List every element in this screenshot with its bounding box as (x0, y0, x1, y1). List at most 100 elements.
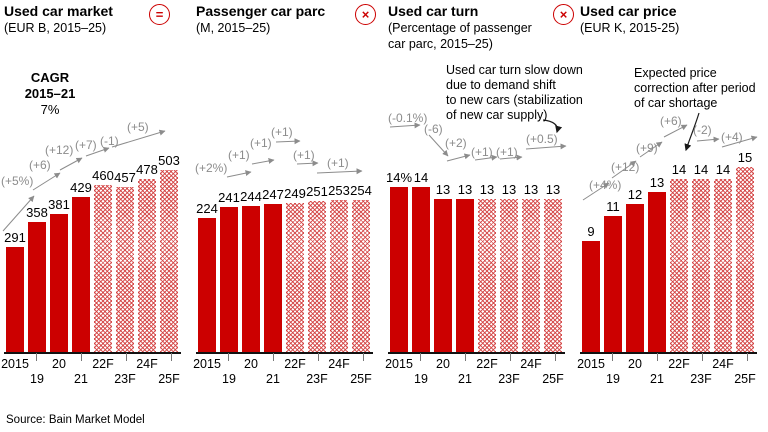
cagr-label: CAGR (30, 70, 70, 85)
c3-bar-25F (544, 199, 562, 352)
c4-bar-22F (670, 179, 688, 352)
chart4-title: Used car price (580, 3, 677, 19)
c2-x-label-24F: 24F (328, 357, 350, 371)
c2-bar-value-20: 244 (240, 189, 262, 204)
multiply-icon: × (355, 4, 376, 25)
c2-growth-label: (+1) (327, 156, 349, 170)
c3-growth-label: (+2) (445, 136, 467, 150)
c4-bar-23F (692, 179, 710, 352)
annotation-line: to new cars (stabilization (446, 93, 583, 107)
c4-growth-label: (+9) (636, 141, 658, 155)
cagr-period: 2015–21 (24, 86, 76, 101)
chart1-header: Used car market (EUR B, 2015–25) (4, 3, 164, 36)
c1-growth-arrow (59, 157, 83, 171)
c1-growth-label: (+5%) (1, 174, 34, 188)
c2-bar-21 (264, 204, 282, 352)
c1-bar-20 (50, 214, 68, 352)
c2-bar-value-2015: 224 (196, 201, 218, 216)
annotation-line: Used car turn slow down (446, 63, 583, 77)
c3-x-label-25F: 25F (542, 372, 564, 386)
cagr-value: 7% (40, 102, 60, 117)
c3-growth-label: (+1) (471, 145, 493, 159)
c2-x-label-25F: 25F (350, 372, 372, 386)
c1-axis-tick (36, 353, 37, 361)
c2-x-label-2015: 2015 (193, 357, 221, 371)
c2-x-label-23F: 23F (306, 372, 328, 386)
c4-x-label-23F: 23F (690, 372, 712, 386)
c3-growth-label: (+1) (496, 145, 518, 159)
c4-growth-label: (+4%) (589, 178, 622, 192)
c3-bar-23F (500, 199, 518, 352)
c1-bar-value-2015: 291 (4, 230, 26, 245)
c2-bar-value-24F: 253 (328, 183, 350, 198)
c4-axis-tick (702, 353, 703, 361)
c1-growth-label: (+5) (127, 120, 149, 134)
c1-growth-label: (+12) (45, 143, 74, 157)
c1-bar-value-21: 429 (70, 180, 92, 195)
c2-growth-arrow (226, 170, 252, 178)
c4-bar-value-19: 11 (606, 199, 620, 214)
c1-bar-value-24F: 478 (136, 162, 158, 177)
c3-bar-value-20: 13 (435, 182, 451, 197)
c4-axis-tick (747, 353, 748, 361)
c1-growth-label: (+6) (29, 158, 51, 172)
c2-growth-label: (+1) (271, 125, 293, 139)
annotation-line: of car shortage (634, 96, 718, 110)
c4-growth-arrow (696, 136, 720, 143)
c1-x-label-23F: 23F (114, 372, 136, 386)
chart2-header: Passenger car parc (M, 2015–25) (196, 3, 356, 36)
c4-bar-25F (736, 167, 754, 352)
c3-bar-value-25F: 13 (545, 182, 561, 197)
c1-bar-21 (72, 197, 90, 352)
c3-x-label-22F: 22F (476, 357, 498, 371)
c1-bar-19 (28, 222, 46, 352)
c2-growth-arrow (316, 168, 363, 175)
c4-growth-label: (+4) (721, 130, 743, 144)
c2-growth-arrow (275, 138, 301, 145)
c3-x-label-21: 21 (458, 372, 472, 386)
chart1-title: Used car market (4, 3, 113, 19)
c1-bar-value-20: 381 (48, 197, 70, 212)
c2-x-label-22F: 22F (284, 357, 306, 371)
c3-x-label-2015: 2015 (385, 357, 413, 371)
chart1-subtitle: (EUR B, 2015–25) (4, 21, 107, 35)
chart3-title: Used car turn (388, 3, 479, 19)
c2-bar-23F (308, 201, 326, 352)
c3-bar-value-23F: 13 (501, 182, 517, 197)
c3-bar-value-19: 14 (413, 170, 429, 185)
c3-growth-label: (-0.1%) (388, 111, 428, 125)
c3-annotation: Used car turn slow down due to demand shi… (446, 63, 598, 123)
c4-x-label-21: 21 (650, 372, 664, 386)
c2-bar-25F (352, 200, 370, 352)
c2-bar-value-25F: 254 (350, 183, 372, 198)
c2-axis-tick (273, 353, 274, 361)
c3-bar-20 (434, 199, 452, 352)
annotation-line: of new car supply) (446, 108, 548, 122)
chart2-subtitle: (M, 2015–25) (196, 21, 271, 35)
c3-bar-19 (412, 187, 430, 352)
c2-bar-19 (220, 207, 238, 352)
c2-bar-value-19: 241 (218, 190, 240, 205)
c4-x-label-2015: 2015 (577, 357, 605, 371)
chart4-subtitle: (EUR K, 2015-25) (580, 21, 680, 35)
c1-bar-23F (116, 187, 134, 352)
c1-x-axis (4, 352, 181, 354)
c1-bar-24F (138, 179, 156, 352)
c3-growth-label: (-6) (424, 122, 443, 136)
c2-x-label-21: 21 (266, 372, 280, 386)
c4-growth-label: (-2) (693, 123, 712, 137)
c3-bar-value-24F: 13 (523, 182, 539, 197)
c2-bar-value-22F: 249 (284, 186, 306, 201)
annotation-line: Expected price (634, 66, 717, 80)
c1-growth-label: (-1) (100, 134, 119, 148)
c1-growth-label: (+7) (75, 138, 97, 152)
c4-bar-value-21: 13 (649, 175, 665, 190)
c3-bar-value-2015: 14% (385, 170, 413, 185)
c4-annotation: Expected price correction after period of … (634, 66, 768, 111)
c3-x-label-19: 19 (414, 372, 428, 386)
c3-bar-2015 (390, 187, 408, 352)
c1-bar-value-22F: 460 (92, 168, 114, 183)
c3-bar-value-21: 13 (457, 182, 473, 197)
c1-bar-value-19: 358 (26, 205, 48, 220)
c3-axis-tick (465, 353, 466, 361)
